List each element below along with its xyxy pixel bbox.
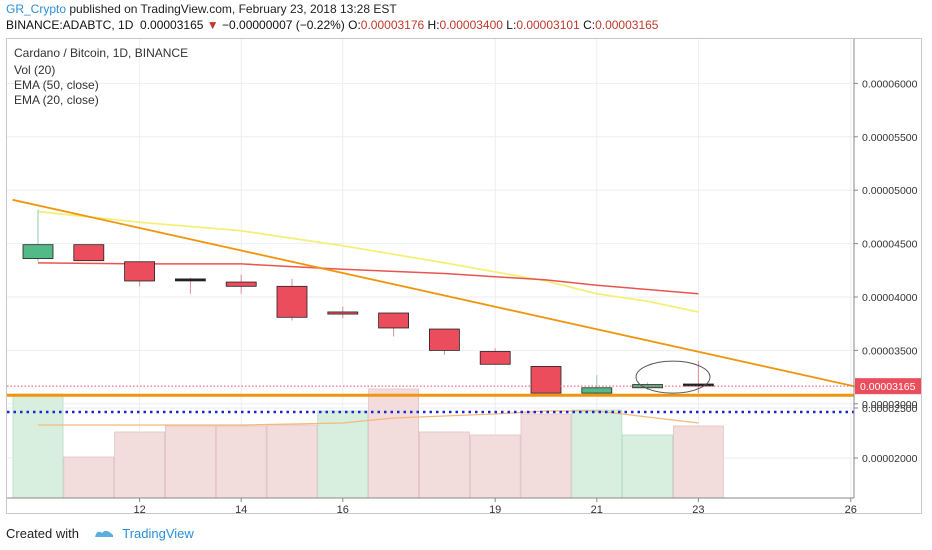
- volume-bar: [164, 425, 216, 499]
- last-price: 0.00003165: [140, 18, 204, 32]
- volume-bar: [622, 434, 673, 499]
- price-tick-label: 0.00006000: [862, 78, 918, 90]
- candle-body: [225, 281, 257, 287]
- volume-bar: [673, 425, 724, 499]
- created-with-text: Created with: [6, 526, 79, 541]
- candle-body: [73, 244, 105, 262]
- time-tick-label: 16: [337, 504, 349, 514]
- close-value: 0.00003165: [595, 18, 659, 32]
- down-arrow-icon: ▼: [206, 18, 219, 32]
- volume-bar: [215, 425, 267, 499]
- volume-bars: [12, 388, 724, 499]
- time-tick-label: 19: [489, 504, 501, 514]
- time-tick-label: 26: [845, 504, 857, 514]
- time-tick-label: 23: [692, 504, 704, 514]
- annotation-ellipse: [635, 360, 711, 394]
- chart-area[interactable]: 0.00006000 0.00005500 0.00005000 0.00004500…: [6, 38, 922, 516]
- price-tick-label: 0.00005500: [862, 132, 918, 144]
- candle-body: [581, 387, 613, 394]
- candle-body: [479, 351, 511, 365]
- legend: Cardano / Bitcoin, 1D, BINANCE Vol (20) …: [14, 46, 188, 107]
- volume-bar: [266, 424, 318, 499]
- candle-body: [124, 261, 155, 282]
- price-tick-label: 0.00005000: [862, 185, 918, 197]
- volume-bar: [469, 434, 521, 499]
- chart-svg[interactable]: 0.00006000 0.00005500 0.00005000 0.00004500…: [6, 38, 922, 516]
- indicator-lines: [37, 210, 699, 426]
- price-tick-label: 0.00004000: [862, 292, 918, 304]
- candle-body: [327, 311, 359, 315]
- tradingview-link[interactable]: TradingView: [122, 526, 194, 541]
- candle-body: [683, 383, 714, 387]
- legend-ema50: EMA (50, close): [14, 78, 99, 92]
- price-tick-label: 0.00004500: [862, 239, 918, 251]
- current-price-tag: [855, 378, 921, 395]
- tradingview-logo-icon[interactable]: [93, 527, 115, 542]
- axes: 0.00006000 0.00005500 0.00005000 0.00004500…: [7, 39, 921, 516]
- candle-body: [530, 366, 562, 394]
- volume-bar: [571, 409, 623, 499]
- low-value: 0.00003101: [516, 18, 580, 32]
- volume-bar: [418, 431, 470, 499]
- legend-title: Cardano / Bitcoin, 1D, BINANCE: [14, 46, 188, 60]
- volume-bar: [12, 393, 64, 499]
- published-text: published on TradingView.com, February 2…: [69, 2, 397, 16]
- overlays: [7, 198, 862, 414]
- footer: Created with TradingView: [6, 526, 194, 542]
- ema20-line: [37, 262, 699, 295]
- price-tick-label: 0.00003000: [862, 399, 918, 411]
- close-label: C:: [583, 18, 596, 32]
- current-price-tag-label: 0.00003165: [860, 381, 916, 393]
- candle-body: [428, 328, 460, 351]
- volume-bar: [368, 388, 420, 499]
- volume-bar: [114, 431, 165, 499]
- candlesticks: [22, 209, 714, 395]
- candle-body: [174, 278, 206, 282]
- change-value: −0.00000007 (−0.22%): [222, 18, 345, 32]
- volume-bar: [520, 413, 572, 499]
- time-tick-label: 14: [235, 504, 247, 514]
- author-link[interactable]: GR_Crypto: [6, 2, 67, 16]
- price-tick-label: 0.00003500: [862, 345, 918, 357]
- ema50-line: [37, 210, 699, 313]
- volume-bar: [63, 456, 115, 499]
- descending-trendline: [12, 198, 862, 389]
- symbol-label: BINANCE:ADABTC, 1D: [6, 18, 134, 32]
- high-value: 0.00003400: [439, 18, 503, 32]
- volume-tick-label: 0.00002000: [862, 453, 918, 465]
- high-label: H:: [427, 18, 440, 32]
- time-tick-label: 21: [591, 504, 603, 514]
- open-value: 0.00003176: [360, 18, 425, 32]
- candle-body: [378, 312, 410, 329]
- open-label: O:: [348, 18, 361, 32]
- volume-tick-label: 0.00002500: [862, 403, 918, 415]
- volume-bar: [317, 410, 369, 499]
- ohlc-bar: BINANCE:ADABTC, 1D 0.00003165 ▼ −0.00000…: [6, 18, 658, 32]
- publish-info: GR_Crypto published on TradingView.com, …: [6, 2, 397, 16]
- candle-body: [276, 285, 308, 318]
- time-tick-label: 12: [133, 504, 145, 514]
- volume-ma-line: [38, 410, 699, 426]
- candle-body: [22, 244, 54, 259]
- low-label: L:: [506, 18, 517, 32]
- legend-ema20: EMA (20, close): [14, 93, 99, 107]
- legend-vol: Vol (20): [14, 63, 55, 77]
